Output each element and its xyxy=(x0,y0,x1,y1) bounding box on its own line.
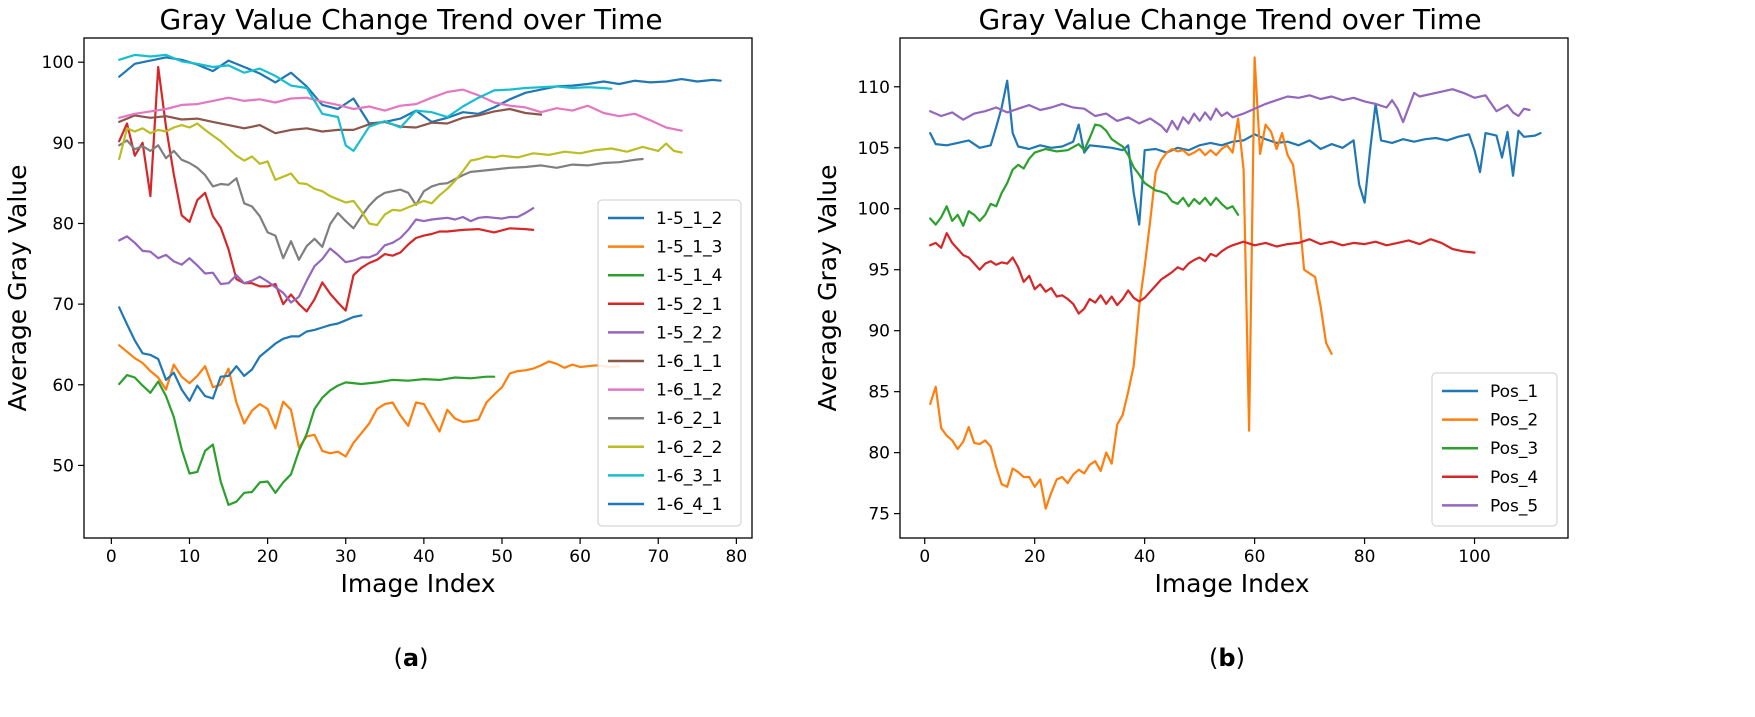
y-tick-label: 70 xyxy=(52,295,74,315)
series-line-1-6_2_1 xyxy=(118,139,644,261)
series-line-Pos_2 xyxy=(929,56,1333,510)
chart-b: Gray Value Change Trend over Time 0 20 40 6… xyxy=(813,3,1569,672)
y-tick-label: 50 xyxy=(52,456,74,476)
legend-label: 1-6_4_1 xyxy=(656,495,722,515)
chart-b-panel-label: (b) xyxy=(1209,644,1245,672)
chart-b-panel-letter: b xyxy=(1218,644,1235,672)
x-tick-label: 0 xyxy=(106,547,117,567)
series-line-1-5_1_3 xyxy=(118,344,621,458)
y-tick-label: 95 xyxy=(868,261,890,281)
x-tick-label: 0 xyxy=(919,547,930,567)
x-tick-label: 20 xyxy=(257,547,279,567)
legend-label: 1-6_3_1 xyxy=(656,466,722,486)
series-line-1-5_1_4 xyxy=(118,374,496,506)
chart-a-title: Gray Value Change Trend over Time xyxy=(159,3,662,36)
legend-label: 1-6_1_1 xyxy=(656,352,722,372)
x-tick-label: 80 xyxy=(726,547,748,567)
chart-a-panel-open: ( xyxy=(394,644,403,672)
chart-a-legend: 1-5_1_2 1-5_1_3 1-5_1_4 1-5_2_1 1-5_2_2 1-6_1… xyxy=(597,199,742,527)
legend-label: Pos_2 xyxy=(1490,411,1538,431)
chart-b-ticks: 0 20 40 60 80 100 75 80 85 90 95 100 105 110 xyxy=(858,78,1491,567)
legend-label: 1-5_2_1 xyxy=(656,295,722,315)
legend-label: Pos_1 xyxy=(1490,382,1538,402)
y-tick-label: 85 xyxy=(868,383,890,403)
chart-b-panel-open: ( xyxy=(1209,644,1218,672)
chart-b-legend-box xyxy=(1431,372,1558,527)
legend-label: 1-6_1_2 xyxy=(656,381,722,401)
chart-b-title: Gray Value Change Trend over Time xyxy=(978,3,1481,36)
y-tick-label: 80 xyxy=(52,214,74,234)
x-tick-label: 60 xyxy=(1244,547,1266,567)
legend-label: 1-5_2_2 xyxy=(656,323,722,343)
chart-a-lines xyxy=(118,53,722,506)
series-line-1-6_2_2 xyxy=(118,122,683,227)
chart-a-ticks: 0 10 20 30 40 50 60 70 80 50 60 70 80 90 100 xyxy=(42,53,748,567)
series-line-Pos_4 xyxy=(929,232,1476,315)
x-tick-label: 40 xyxy=(413,547,435,567)
chart-b-frame xyxy=(899,37,1569,539)
chart-b-panel-close: ) xyxy=(1236,644,1245,672)
x-tick-label: 70 xyxy=(647,547,669,567)
chart-a-legend-box xyxy=(597,199,742,527)
legend-label: 1-6_2_2 xyxy=(656,438,722,458)
y-tick-label: 100 xyxy=(858,200,890,220)
x-tick-label: 10 xyxy=(179,547,201,567)
legend-label: 1-6_2_1 xyxy=(656,409,722,429)
y-tick-label: 110 xyxy=(858,78,890,98)
series-line-Pos_3 xyxy=(929,123,1240,227)
x-tick-label: 100 xyxy=(1458,547,1490,567)
chart-b-legend: Pos_1 Pos_2 Pos_3 Pos_4 Pos_5 xyxy=(1431,372,1558,527)
chart-a-frame xyxy=(83,37,753,539)
x-tick-label: 80 xyxy=(1354,547,1376,567)
series-line-Pos_5 xyxy=(929,88,1531,133)
x-tick-label: 40 xyxy=(1134,547,1156,567)
x-tick-label: 20 xyxy=(1024,547,1046,567)
x-tick-label: 50 xyxy=(491,547,513,567)
series-line-1-5_2_2 xyxy=(118,207,535,304)
chart-a-ylabel: Average Gray Value xyxy=(3,165,32,412)
legend-label: 1-5_1_4 xyxy=(656,266,722,286)
legend-label: 1-5_1_3 xyxy=(656,238,722,258)
y-tick-label: 90 xyxy=(52,134,74,154)
chart-a: Gray Value Change Trend over Time 0 10 20 3… xyxy=(3,3,753,672)
y-tick-label: 90 xyxy=(868,322,890,342)
chart-a-panel-letter: a xyxy=(403,644,419,672)
legend-label: Pos_5 xyxy=(1490,496,1538,516)
x-tick-label: 30 xyxy=(335,547,357,567)
chart-a-panel-close: ) xyxy=(419,644,428,672)
series-line-1-6_1_2 xyxy=(118,88,683,132)
y-tick-label: 105 xyxy=(858,139,890,159)
legend-label: Pos_3 xyxy=(1490,439,1538,459)
series-line-1-6_4_1 xyxy=(118,306,363,402)
chart-a-panel-label: (a) xyxy=(394,644,429,672)
series-line-1-6_3_1 xyxy=(118,53,613,152)
series-line-Pos_1 xyxy=(929,79,1542,226)
x-tick-label: 60 xyxy=(569,547,591,567)
y-tick-label: 60 xyxy=(52,376,74,396)
chart-b-ylabel: Average Gray Value xyxy=(813,165,842,412)
chart-a-xlabel: Image Index xyxy=(340,569,495,598)
chart-b-xlabel: Image Index xyxy=(1154,569,1309,598)
legend-label: Pos_4 xyxy=(1490,468,1538,488)
series-line-1-5_2_1 xyxy=(118,65,535,313)
y-tick-label: 100 xyxy=(42,53,74,73)
chart-b-lines xyxy=(929,56,1542,510)
series-line-1-6_1_1 xyxy=(118,107,543,135)
legend-label: 1-5_1_2 xyxy=(656,209,722,229)
y-tick-label: 75 xyxy=(868,505,890,525)
y-tick-label: 80 xyxy=(868,444,890,464)
